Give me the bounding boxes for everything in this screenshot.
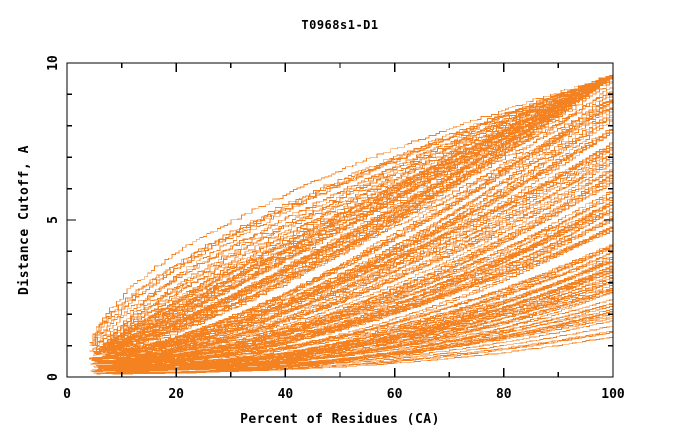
x-tick-label: 0 — [63, 387, 71, 402]
model-curve — [88, 172, 614, 361]
model-curve — [93, 76, 614, 356]
y-tick-label: 0 — [46, 373, 61, 381]
model-curve — [96, 105, 614, 355]
model-curve — [115, 75, 614, 348]
model-curve — [99, 177, 614, 362]
page-title: T0968s1-D1 — [301, 18, 379, 32]
y-axis-title: Distance Cutoff, A — [17, 145, 32, 295]
model-curve — [113, 270, 614, 369]
model-curve — [106, 81, 614, 357]
model-curve — [100, 75, 614, 349]
model-curve — [97, 215, 614, 365]
x-tick-label: 60 — [387, 387, 403, 402]
model-curve — [93, 331, 614, 374]
model-curve — [105, 109, 614, 355]
x-axis-title: Percent of Residues (CA) — [240, 412, 440, 427]
x-tick-label: 40 — [278, 387, 294, 402]
model-curve — [108, 75, 614, 349]
y-tick-label: 10 — [46, 55, 61, 71]
x-tick-label: 20 — [168, 387, 184, 402]
x-tick-label: 80 — [496, 387, 512, 402]
model-curve — [100, 166, 614, 361]
model-curve — [113, 75, 614, 350]
model-curve — [114, 85, 614, 354]
model-curve — [96, 75, 614, 344]
model-curve — [95, 76, 614, 346]
model-curve — [90, 75, 614, 346]
model-curve — [103, 310, 614, 374]
y-tick-label: 5 — [46, 216, 61, 224]
model-curve — [98, 75, 614, 350]
model-curve — [113, 75, 613, 342]
model-curve — [107, 98, 614, 354]
axis-ticks — [66, 62, 614, 378]
model-curve — [115, 76, 614, 348]
model-curve — [91, 285, 614, 372]
model-curve — [105, 130, 614, 363]
curve-series-group — [88, 75, 614, 375]
model-curve — [101, 116, 614, 358]
model-curve — [97, 75, 614, 348]
model-curve — [101, 90, 614, 352]
model-curve — [105, 111, 614, 360]
model-curve — [89, 75, 614, 343]
model-curve — [113, 140, 614, 361]
model-curve — [106, 75, 614, 347]
model-curve — [114, 226, 614, 361]
model-curve — [106, 77, 614, 344]
axis-labels: 0 20 40 60 80 100 0 5 10 Percent of Residues (CA)… — [17, 55, 625, 427]
model-curve — [101, 76, 614, 345]
model-curve — [93, 248, 614, 368]
model-curve — [111, 209, 614, 364]
model-curve — [93, 75, 614, 345]
model-curve — [112, 319, 614, 371]
model-curve — [113, 226, 614, 368]
model-curve — [114, 261, 614, 370]
model-curve — [108, 76, 614, 351]
model-curve — [103, 75, 614, 345]
model-curve — [92, 75, 614, 347]
x-tick-label: 100 — [601, 387, 625, 402]
